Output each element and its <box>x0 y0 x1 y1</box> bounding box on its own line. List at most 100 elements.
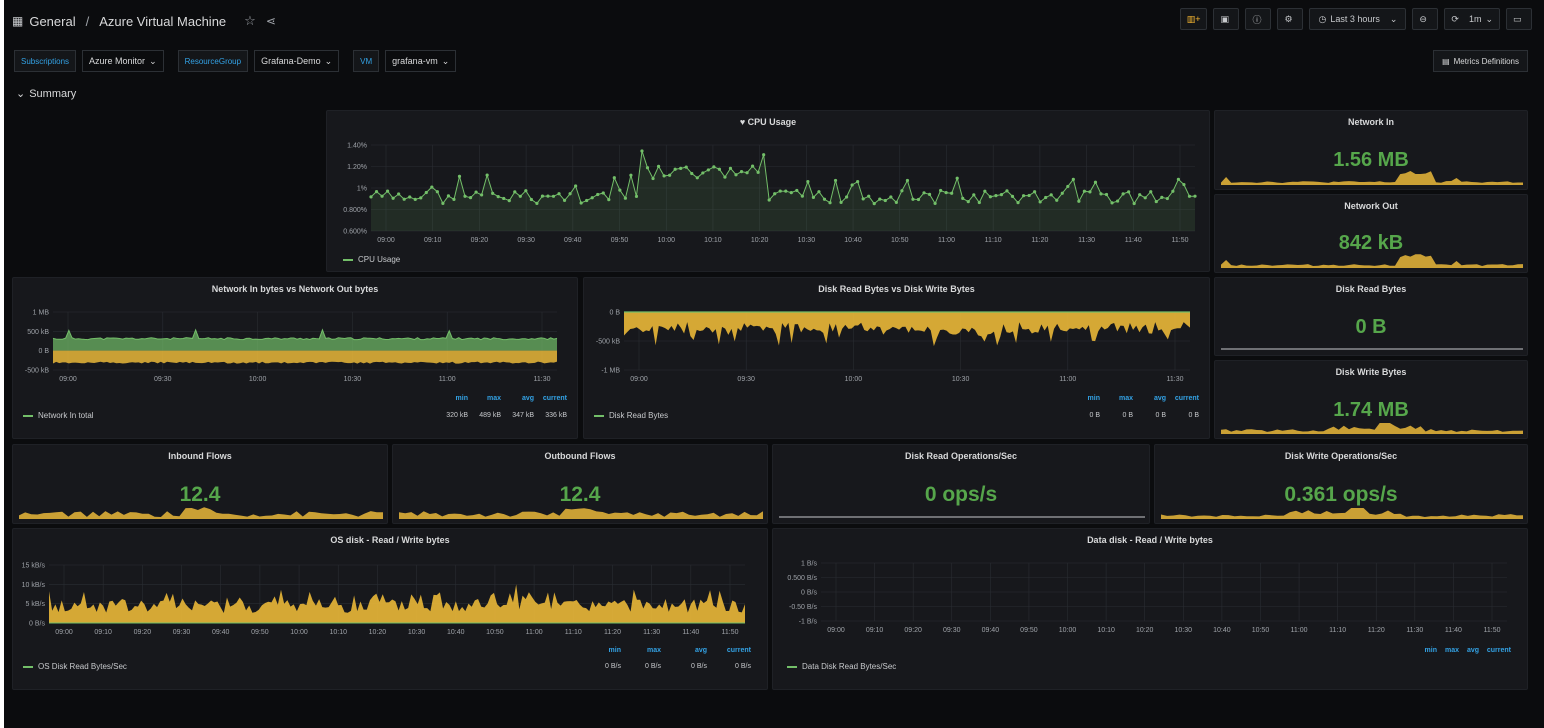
x-tick-label: 09:30 <box>737 376 755 383</box>
chevron-down-icon: ⌄ <box>1485 13 1493 24</box>
legend-header-min[interactable]: min <box>1087 395 1100 402</box>
panel-cpu-usage[interactable]: ♥ CPU Usage 1.40% 1.20% 1% 0.800% 0.600% 09:0… <box>326 110 1210 272</box>
stat-value: 12.4 <box>559 483 601 506</box>
breadcrumb-folder[interactable]: General <box>29 13 76 29</box>
cpu-point <box>701 171 705 175</box>
x-tick-label: 10:00 <box>845 376 863 383</box>
legend-header-max[interactable]: max <box>486 395 501 402</box>
x-tick-label: 11:10 <box>565 629 582 636</box>
x-tick-label: 10:40 <box>844 237 862 244</box>
legend-header-min[interactable]: min <box>608 647 621 654</box>
legend-item-data-disk-read[interactable]: Data Disk Read Bytes/Sec <box>787 662 896 671</box>
legend-item-cpu-usage[interactable]: CPU Usage <box>343 255 400 264</box>
legend-item-network-in[interactable]: Network In total <box>23 411 94 420</box>
metrics-definitions-link[interactable]: ▤ Metrics Definitions <box>1433 50 1528 72</box>
dashboards-grid-icon[interactable]: ▦ <box>12 14 24 28</box>
cpu-point <box>656 164 661 168</box>
cpu-point <box>430 185 434 189</box>
legend-header-max[interactable]: max <box>646 647 661 654</box>
panel-disk-read-ops[interactable]: Disk Read Operations/Sec 0 ops/s <box>772 444 1150 524</box>
sparkline <box>19 507 383 519</box>
legend-header-avg[interactable]: avg <box>1153 395 1166 402</box>
y-tick-label: 15 kB/s <box>22 563 46 570</box>
panel-network-out[interactable]: Network Out 842 kB <box>1214 194 1528 273</box>
time-picker-button[interactable]: ◷ Last 3 hours ⌄ <box>1309 8 1407 30</box>
cpu-point <box>518 194 522 198</box>
cpu-point <box>634 194 639 198</box>
data-disk-graph: 1 B/s 0.500 B/s 0 B/s -0.50 B/s -1 B/s 09:00 0… <box>787 561 1507 634</box>
cpu-point <box>1055 198 1059 202</box>
legend-swatch <box>343 258 353 261</box>
settings-button[interactable]: ⚙ <box>1277 8 1304 30</box>
cpu-point <box>988 195 992 199</box>
cpu-point <box>1143 196 1147 200</box>
variable-select-vm[interactable]: grafana-vm ⌄ <box>385 50 457 72</box>
variable-select-resourcegroup[interactable]: Grafana-Demo ⌄ <box>254 50 340 72</box>
cpu-point <box>1121 192 1125 196</box>
variable-label-resourcegroup: ResourceGroup <box>177 50 249 72</box>
panel-os-disk[interactable]: OS disk - Read / Write bytes 15 kB/s 10 k… <box>12 528 768 690</box>
x-tick-label: 11:10 <box>1329 627 1346 634</box>
legend-header-current[interactable]: current <box>1174 395 1199 402</box>
legend-item-disk-read-bytes[interactable]: Disk Read Bytes <box>594 411 668 420</box>
star-icon[interactable]: ☆ <box>244 13 256 28</box>
legend-header-avg[interactable]: avg <box>521 395 534 402</box>
row-title: Summary <box>29 87 77 100</box>
x-tick-label: 11:20 <box>1368 627 1385 634</box>
variable-value: grafana-vm <box>392 56 438 66</box>
x-tick-label: 10:30 <box>344 376 362 383</box>
panel-outbound-flows[interactable]: Outbound Flows 12.4 <box>392 444 768 524</box>
tv-mode-button[interactable]: ▭ <box>1506 8 1532 30</box>
cpu-point <box>955 176 959 180</box>
cpu-point <box>916 197 921 202</box>
cpu-point <box>977 200 981 205</box>
x-tick-label: 10:20 <box>751 237 769 244</box>
legend-header-min[interactable]: min <box>1424 647 1437 654</box>
x-tick-label: 09:40 <box>212 629 230 636</box>
legend-item-os-disk-read[interactable]: OS Disk Read Bytes/Sec <box>23 662 127 671</box>
cpu-point <box>457 174 462 178</box>
legend-header-current[interactable]: current <box>726 647 751 654</box>
row-summary[interactable]: ⌄ Summary <box>16 87 77 101</box>
panel-network-in-vs-out[interactable]: Network In bytes vs Network Out bytes 1 … <box>12 277 578 439</box>
os-disk-write-area <box>49 584 745 623</box>
zoom-out-button[interactable]: ⊖ <box>1412 8 1439 30</box>
cpu-point <box>839 200 843 205</box>
legend-header-max[interactable]: max <box>1444 647 1459 654</box>
variable-label-subscriptions: Subscriptions <box>14 50 77 72</box>
panel-data-disk[interactable]: Data disk - Read / Write bytes 1 B/s 0.50… <box>772 528 1528 690</box>
legend-header-current[interactable]: current <box>542 395 567 402</box>
x-tick-label: 10:30 <box>408 629 426 636</box>
panel-network-in[interactable]: Network In 1.56 MB <box>1214 110 1528 190</box>
dashboard-title[interactable]: Azure Virtual Machine <box>99 13 227 29</box>
y-tick-label: 1% <box>357 186 367 193</box>
cpu-point <box>513 190 517 194</box>
cpu-point <box>568 192 572 196</box>
add-panel-button[interactable]: ▥+ <box>1179 8 1208 30</box>
panel-disk-write-ops[interactable]: Disk Write Operations/Sec 0.361 ops/s <box>1154 444 1528 524</box>
variable-select-subscriptions[interactable]: Azure Monitor ⌄ <box>82 50 164 72</box>
dashboard-info-button[interactable]: ⓘ <box>1245 8 1272 30</box>
x-tick-label: 11:50 <box>1484 627 1501 634</box>
panel-disk-read-bytes[interactable]: Disk Read Bytes 0 B <box>1214 277 1528 356</box>
legend-header-max[interactable]: max <box>1118 395 1133 402</box>
monitor-icon: ▭ <box>1513 13 1522 24</box>
cpu-point <box>1110 201 1114 205</box>
save-dashboard-button[interactable]: ▣ <box>1213 8 1240 30</box>
legend-header-avg[interactable]: avg <box>1466 647 1479 654</box>
panel-disk-write-bytes[interactable]: Disk Write Bytes 1.74 MB <box>1214 360 1528 439</box>
refresh-button[interactable]: ⟳ 1m ⌄ <box>1444 8 1500 30</box>
cpu-point <box>618 188 622 192</box>
cpu-point <box>485 173 489 177</box>
x-tick-label: 11:30 <box>643 629 660 636</box>
cpu-point <box>413 197 417 202</box>
legend-value: 489 kB <box>479 412 501 419</box>
cpu-point <box>424 190 428 195</box>
legend-header-avg[interactable]: avg <box>694 647 707 654</box>
y-tick-label: 10 kB/s <box>22 582 46 589</box>
legend-header-current[interactable]: current <box>1486 647 1511 654</box>
panel-disk-read-vs-write[interactable]: Disk Read Bytes vs Disk Write Bytes 0 B -… <box>583 277 1210 439</box>
share-icon[interactable]: ⋖ <box>265 14 276 28</box>
legend-header-min[interactable]: min <box>455 395 468 402</box>
panel-inbound-flows[interactable]: Inbound Flows 12.4 <box>12 444 388 524</box>
